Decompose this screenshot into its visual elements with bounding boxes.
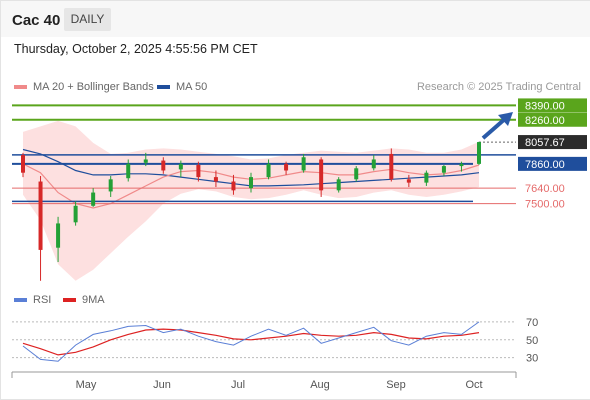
rsi-legend-label: RSI — [33, 294, 52, 306]
candle-May 27 — [161, 157, 166, 174]
candle-body — [91, 192, 96, 206]
rsi-line — [22, 321, 480, 362]
candle-body — [441, 166, 446, 173]
candle-body — [459, 163, 464, 167]
candle-Apr 01 — [21, 152, 25, 178]
candle-May 20 — [143, 152, 148, 167]
rsi-swatch — [14, 298, 27, 303]
x-tick-label-Aug: Aug — [310, 379, 330, 391]
candle-body — [284, 163, 289, 171]
level-tag-8390.00 — [518, 98, 587, 113]
rsi-ma-legend-label: 9MA — [82, 294, 105, 306]
level-tag-8260.00 — [518, 112, 587, 127]
candle-Apr 22 — [73, 201, 78, 226]
candle-Aug 05 — [336, 177, 341, 193]
level-tag-7860.00 — [518, 156, 587, 171]
rsi-ma-legend: 9MA — [63, 294, 105, 306]
forecast-arrow-shaft — [481, 116, 508, 140]
candle-body — [371, 159, 376, 169]
x-tick-label-Jun: Jun — [153, 379, 171, 391]
candle-Jul 29 — [319, 157, 324, 197]
level-label-7860.00: 7860.00 — [525, 159, 565, 171]
candle-body — [231, 181, 236, 191]
candle-Jun 17 — [213, 170, 218, 188]
candle-body — [38, 181, 43, 250]
candle-body — [424, 172, 429, 183]
candle-Sep 02 — [406, 174, 411, 188]
rsi-ma-line — [22, 328, 480, 356]
ma20-swatch — [14, 85, 27, 90]
candle-Jul 01 — [249, 172, 253, 193]
forecast-arrow-head — [498, 112, 513, 127]
candle-body — [196, 164, 201, 178]
rsi-tick-label-50: 50 — [526, 335, 538, 347]
candle-body — [389, 153, 394, 180]
candle-Apr 08 — [38, 176, 43, 281]
bollinger-band-fill — [23, 120, 479, 281]
rsi-tick-label-70: 70 — [526, 317, 538, 329]
candle-Jun 24 — [231, 174, 236, 195]
candle-Aug 12 — [354, 166, 359, 182]
candle-Aug 26 — [389, 148, 394, 182]
candle-body — [406, 179, 411, 183]
candle-body — [161, 160, 166, 171]
analysis-datetime: Thursday, October 2, 2025 4:55:56 PM CET — [14, 42, 258, 56]
candle-body — [266, 163, 271, 178]
price-legend-ma20: MA 20 + Bollinger Bands — [14, 81, 154, 93]
x-tick-label-Oct: Oct — [465, 379, 482, 391]
ma50-legend-label: MA 50 — [176, 81, 208, 93]
candle-Apr 29 — [91, 188, 96, 207]
candle-Jul 08 — [266, 159, 271, 180]
level-label-7500.00: 7500.00 — [525, 199, 565, 211]
candle-Jul 15 — [284, 161, 289, 175]
x-tick-label-May: May — [76, 379, 97, 391]
level-label-8390.00: 8390.00 — [525, 100, 565, 112]
period-tab-daily[interactable]: DAILY — [64, 8, 111, 31]
candle-Jul 22 — [301, 153, 306, 173]
last-price-tag — [518, 135, 587, 150]
candle-Apr 15 — [56, 216, 61, 263]
candle-Sep 09 — [424, 170, 429, 186]
candle-body — [336, 179, 341, 191]
level-label-7640.00: 7640.00 — [525, 183, 565, 195]
ma20-legend-label: MA 20 + Bollinger Bands — [33, 81, 154, 93]
candle-body — [108, 179, 113, 192]
candle-body — [301, 157, 306, 171]
candle-Jun 03 — [178, 160, 183, 178]
x-tick-label-Sep: Sep — [386, 379, 406, 391]
candle-body — [126, 163, 131, 179]
instrument-title: Cac 40 — [12, 12, 61, 29]
credit-text: Research © 2025 Trading Central — [416, 81, 581, 93]
candle-body — [73, 205, 78, 223]
header-bar: Cac 40 DAILY — [1, 1, 590, 37]
candle-Sep 16 — [441, 164, 446, 177]
candle-body — [178, 163, 183, 170]
rsi-tick-label-30: 30 — [526, 353, 538, 365]
candle-body — [477, 142, 481, 164]
candle-May 06 — [108, 176, 113, 197]
candle-Aug 19 — [371, 155, 376, 171]
candle-body — [213, 177, 218, 182]
ma50-swatch — [157, 85, 170, 90]
price-legend-ma50: MA 50 — [157, 81, 207, 93]
level-label-8260.00: 8260.00 — [525, 115, 565, 127]
x-tick-label-Jul: Jul — [231, 379, 245, 391]
candle-body — [56, 223, 61, 248]
candle-body — [354, 168, 359, 180]
candle-Sep 30 — [477, 141, 481, 165]
candle-body — [21, 155, 25, 173]
candle-Sep 23 — [459, 161, 464, 172]
rsi-legend: RSI — [14, 294, 51, 306]
rsi-ma-swatch — [63, 298, 76, 303]
last-price-label: 8057.67 — [525, 137, 565, 149]
candle-May 13 — [126, 159, 131, 182]
candle-Jun 10 — [196, 161, 201, 182]
candle-body — [143, 159, 148, 163]
candle-body — [249, 177, 253, 189]
candle-body — [319, 159, 324, 191]
